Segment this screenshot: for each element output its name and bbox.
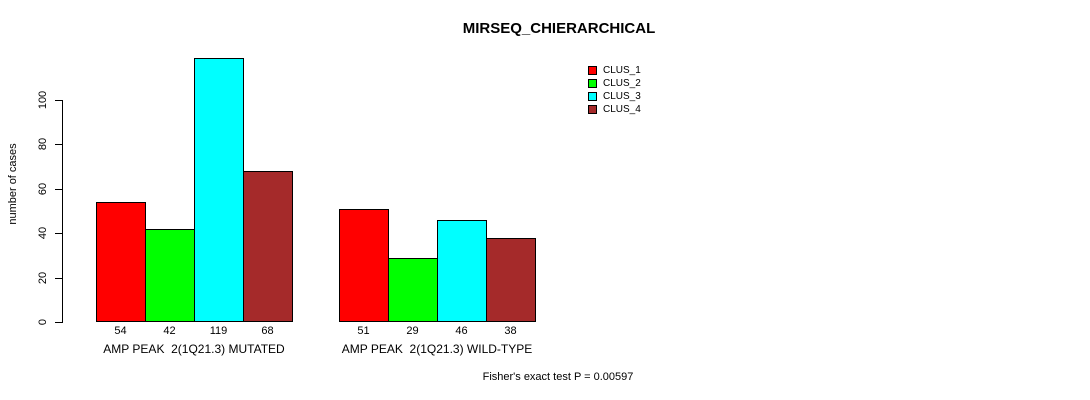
y-axis-tick-label: 100 (37, 90, 49, 110)
y-axis-tick (55, 144, 62, 145)
legend-label: CLUS_3 (603, 91, 641, 102)
bar-value-label: 29 (406, 325, 419, 337)
bar-clus_3 (194, 58, 244, 322)
legend-item: CLUS_1 (588, 64, 641, 77)
annotation-text: Fisher's exact test P = 0.00597 (482, 371, 634, 383)
y-axis-tick-label: 0 (37, 318, 49, 326)
y-axis-tick (55, 322, 62, 323)
bar-value-label: 54 (114, 325, 127, 337)
category-label: AMP PEAK 2(1Q21.3) WILD-TYPE (341, 342, 533, 356)
bar-value-label: 51 (357, 325, 370, 337)
bar-value-label: 42 (163, 325, 176, 337)
bar-value-label: 119 (209, 325, 228, 337)
legend-label: CLUS_4 (603, 104, 641, 115)
bar-value-label: 68 (261, 325, 274, 337)
bar-clus_4 (243, 171, 293, 322)
bar-value-label: 46 (455, 325, 468, 337)
legend-item: CLUS_3 (588, 90, 641, 103)
legend-label: CLUS_1 (603, 65, 641, 76)
y-axis-tick-label: 80 (37, 137, 49, 151)
y-axis-tick-label: 60 (37, 182, 49, 196)
legend: CLUS_1 CLUS_2 CLUS_3 CLUS_4 (588, 64, 641, 116)
y-axis-tick (55, 100, 62, 101)
legend-item: CLUS_4 (588, 103, 641, 116)
chart-title: MIRSEQ_CHIERARCHICAL (462, 20, 656, 37)
legend-swatch-icon (588, 66, 597, 75)
bar-clus_4 (486, 238, 536, 322)
y-axis-line (62, 100, 63, 323)
legend-swatch-icon (588, 105, 597, 114)
bar-clus_2 (388, 258, 438, 322)
bar-clus_2 (145, 229, 195, 322)
y-axis-tick-label: 20 (37, 271, 49, 285)
y-axis-label: number of cases (7, 143, 19, 225)
y-axis-tick (55, 278, 62, 279)
bar-value-label: 38 (504, 325, 517, 337)
bar-clus_3 (437, 220, 487, 322)
y-axis-tick (55, 189, 62, 190)
category-label: AMP PEAK 2(1Q21.3) MUTATED (103, 342, 285, 356)
legend-label: CLUS_2 (603, 78, 641, 89)
legend-item: CLUS_2 (588, 77, 641, 90)
y-axis-tick-label: 40 (37, 226, 49, 240)
legend-swatch-icon (588, 79, 597, 88)
bar-clus_1 (339, 209, 389, 322)
bar-clus_1 (96, 202, 146, 322)
y-axis-tick (55, 233, 62, 234)
legend-swatch-icon (588, 92, 597, 101)
